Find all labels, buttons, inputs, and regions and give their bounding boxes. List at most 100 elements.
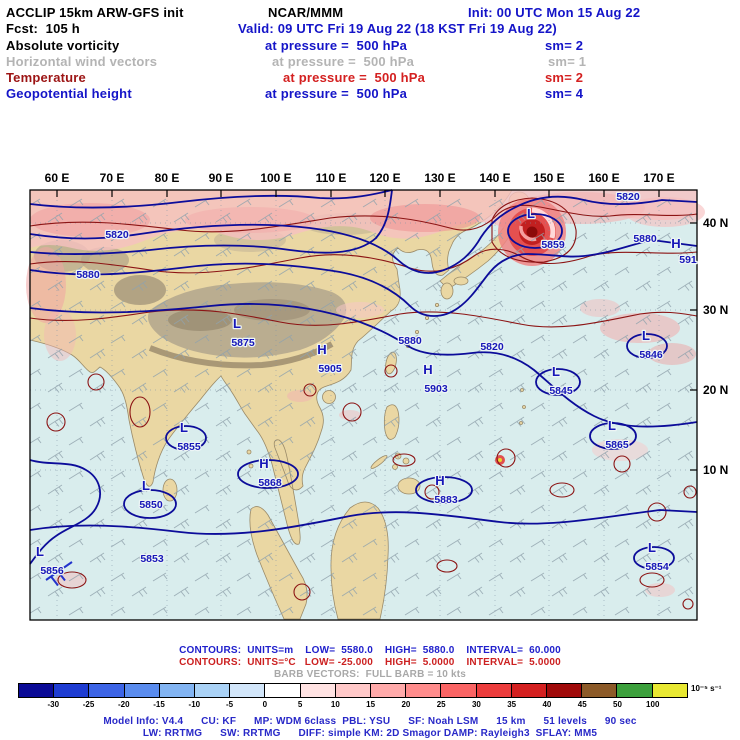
colorbar-cell [264, 684, 300, 697]
lon-axis-label: 100 E [260, 171, 291, 185]
model-title: ACCLIP 15km ARW-GFS init [6, 5, 184, 20]
pressure-center-value: 5854 [645, 561, 669, 573]
colorbar-cell [616, 684, 652, 697]
colorbar-labels: -30 -25 -20 -15 -10 -5 0 5 10 15 20 25 30 35 40 45 50 100 [0, 700, 740, 711]
field-level-vorticity: at pressure = 500 hPa [265, 38, 408, 53]
pressure-center-value: 5845 [549, 385, 573, 397]
colorbar-cell [229, 684, 265, 697]
field-level-wind: at pressure = 500 hPa [272, 54, 415, 69]
lon-axis-label: 60 E [45, 171, 70, 185]
field-label-temp: Temperature [6, 70, 86, 85]
height-contour-label: 5880 [76, 269, 100, 281]
height-contour-label: 5820 [480, 341, 504, 353]
lon-axis-label: 70 E [100, 171, 125, 185]
colorbar-cell [581, 684, 617, 697]
field-sm-vorticity: sm= 2 [545, 38, 584, 53]
colorbar-cell [651, 684, 687, 697]
lat-axis-label: 20 N [703, 383, 728, 397]
lon-axis-label: 90 E [209, 171, 234, 185]
height-contour-label: 5820 [105, 229, 129, 241]
colorbar-unit-label: 10⁻⁵ s⁻¹ [691, 684, 722, 693]
colorbar-cell [370, 684, 406, 697]
colorbar-tick-label: 0 [262, 700, 268, 709]
colorbar-tick-label: -5 [226, 700, 234, 709]
lon-axis-label: 160 E [588, 171, 619, 185]
pressure-center-letter: L [142, 478, 150, 493]
colorbar-cell [194, 684, 230, 697]
colorbar-tick-label: 15 [366, 700, 376, 709]
forecast-hour: Fcst: 105 h [6, 21, 80, 36]
init-time: Init: 00 UTC Mon 15 Aug 22 [468, 5, 641, 20]
colorbar-cell [475, 684, 511, 697]
lon-axis-label: 130 E [424, 171, 455, 185]
temperature-contours [29, 197, 698, 610]
colorbar-tick-label: 100 [646, 700, 660, 709]
colorbar-cell [19, 684, 54, 697]
lat-axis-label: 30 N [703, 303, 728, 317]
lat-axis-label: 10 N [703, 463, 728, 477]
pressure-center-letter: L [180, 420, 188, 435]
strong-wind-barb [45, 561, 73, 587]
pressure-center-letter: L [642, 328, 650, 343]
colorbar-tick-label: 25 [436, 700, 446, 709]
lon-axis-label: 140 E [479, 171, 510, 185]
pressure-center-letter: L [527, 206, 535, 221]
lon-axis-label: 170 E [643, 171, 674, 185]
colorbar [18, 683, 688, 698]
colorbar-cell [123, 684, 159, 697]
colorbar-cells [19, 684, 687, 697]
map-labels-layer: 60 E 70 E 80 E 90 E 100 E 110 E 120 E 130 E 140 … [35, 171, 729, 578]
pressure-center-letter: L [36, 544, 44, 559]
height-contour-legend: CONTOURS: UNITS=m LOW= 5580.0 HIGH= 5880… [179, 645, 561, 656]
model-info-line1: Model Info: V4.4 CU: KF MP: WDM 6class P… [103, 716, 637, 727]
pressure-center-value: 5856 [40, 565, 64, 577]
pressure-center-letter: L [648, 540, 656, 555]
lon-axis-label: 120 E [369, 171, 400, 185]
pressure-center-value: 5855 [177, 441, 201, 453]
colorbar-cell [510, 684, 547, 697]
map-frame [29, 189, 698, 621]
colorbar-tick-label: 5 [297, 700, 303, 709]
height-contour-label: 5880 [633, 233, 657, 245]
graticule-layer [30, 190, 697, 620]
colorbar-tick-label: 40 [542, 700, 552, 709]
pressure-center-letter: H [671, 236, 680, 251]
pressure-center-value: 5883 [434, 494, 458, 506]
pressure-center-letter: H [423, 362, 432, 377]
pressure-center-value: 5868 [258, 477, 282, 489]
pressure-center-value: 591 [679, 254, 697, 266]
height-contour-label: 5820 [616, 191, 640, 203]
colorbar-tick-label: 10 [330, 700, 340, 709]
org-label: NCAR/MMM [268, 5, 344, 20]
field-level-height: at pressure = 500 hPa [265, 86, 408, 101]
field-label-vorticity: Absolute vorticity [6, 38, 120, 53]
field-level-temp: at pressure = 500 hPa [283, 70, 426, 85]
colorbar-cell [88, 684, 124, 697]
field-sm-wind: sm= 1 [548, 54, 587, 69]
lon-axis-label: 80 E [155, 171, 180, 185]
colorbar-tick-label: 50 [613, 700, 622, 709]
field-label-wind: Horizontal wind vectors [6, 54, 158, 69]
lon-axis-label: 110 E [316, 171, 347, 185]
pressure-center-letter: H [259, 456, 268, 471]
field-label-height: Geopotential height [6, 86, 132, 101]
colorbar-tick-label: -15 [153, 700, 165, 709]
pressure-center-letter: L [552, 364, 560, 379]
pressure-center-value: 5865 [605, 439, 629, 451]
lon-axis-label: 150 E [533, 171, 564, 185]
colorbar-tick-label: -25 [82, 700, 95, 709]
pressure-center-value: 5905 [318, 363, 342, 375]
height-contour-label: 5880 [398, 335, 422, 347]
pressure-center-value: 5850 [139, 499, 163, 511]
colorbar-tick-label: -20 [118, 700, 130, 709]
colorbar-cell [53, 684, 89, 697]
colorbar-cell [158, 684, 195, 697]
colorbar-tick-label: 30 [471, 700, 481, 709]
colorbar-tick-label: 35 [507, 700, 517, 709]
barb-legend: BARB VECTORS: FULL BARB = 10 kts [273, 669, 467, 680]
colorbar-tick-label: 45 [577, 700, 587, 709]
colorbar-cell [405, 684, 441, 697]
pressure-center-letter: H [317, 342, 326, 357]
field-sm-height: sm= 4 [545, 86, 584, 101]
colorbar-tick-label: -30 [47, 700, 60, 709]
